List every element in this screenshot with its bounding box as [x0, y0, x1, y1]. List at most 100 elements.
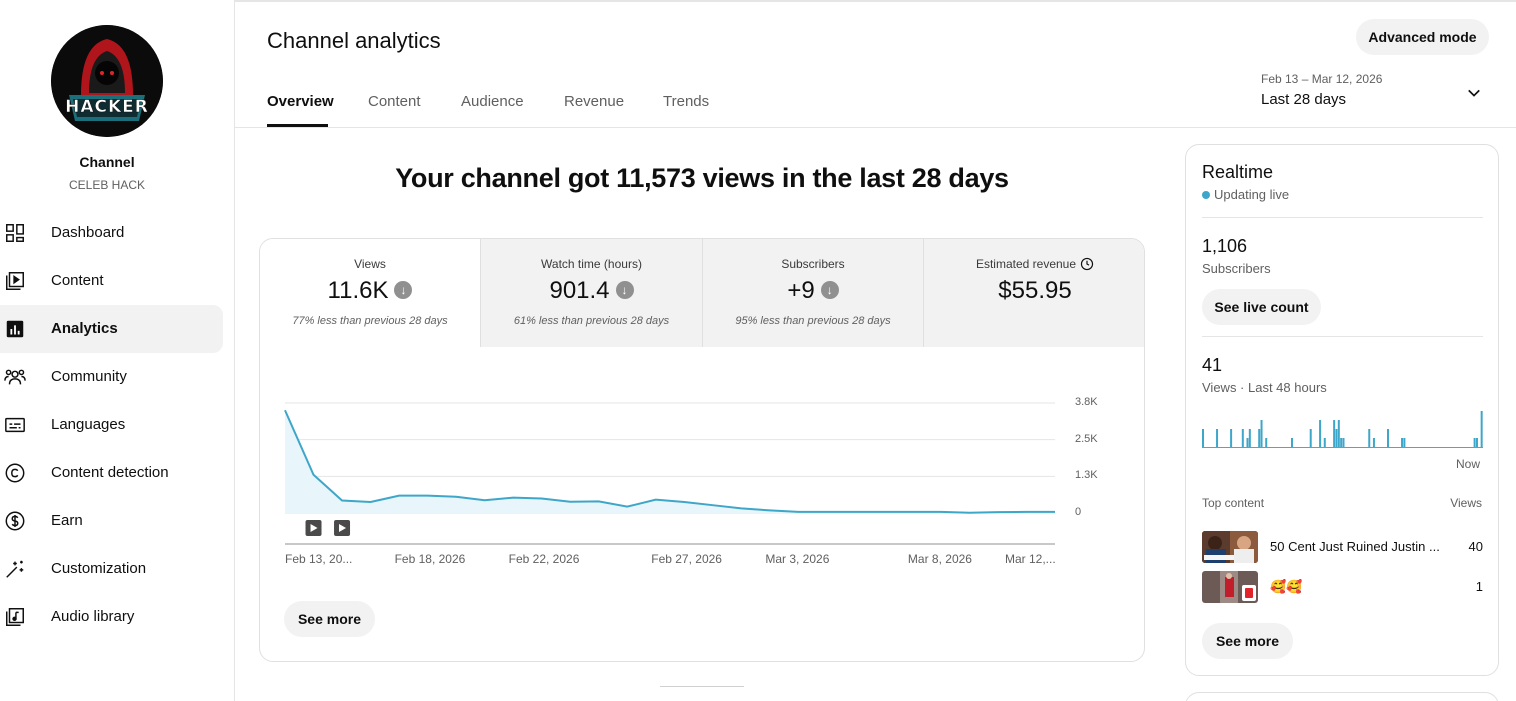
realtime-subscribers-label: Subscribers	[1202, 261, 1271, 276]
x-tick-label: Feb 22, 2026	[508, 552, 580, 566]
realtime-card: Realtime Updating live 1,106 Subscribers…	[1185, 144, 1499, 676]
views-chart[interactable]	[260, 347, 1145, 547]
sidebar-item-languages[interactable]: Languages	[0, 401, 235, 449]
avatar-logo-text: HACKER	[65, 97, 149, 118]
sidebar-item-label: Content	[51, 272, 104, 289]
realtime-bar	[1246, 438, 1249, 447]
realtime-bar	[1265, 438, 1268, 447]
divider	[1202, 336, 1483, 337]
sidebar-item-content-detection[interactable]: Content detection	[0, 449, 235, 497]
sidebar-item-label: Customization	[51, 560, 147, 577]
divider	[1202, 217, 1483, 218]
realtime-bar	[1340, 438, 1343, 447]
realtime-bar	[1260, 420, 1263, 447]
metric-value: +9	[787, 277, 815, 304]
advanced-mode-button[interactable]: Advanced mode	[1356, 19, 1489, 55]
metric-value-row: 11.6K ↓	[260, 277, 480, 305]
analytics-icon	[6, 320, 24, 338]
see-more-button[interactable]: See more	[284, 601, 375, 637]
metric-estimated-revenue[interactable]: Estimated revenue $55.95	[924, 239, 1144, 347]
x-tick-label: Mar 3, 2026	[765, 552, 830, 566]
realtime-bar	[1401, 438, 1404, 447]
sidebar-item-label: Analytics	[51, 320, 118, 337]
content-icon	[6, 272, 24, 290]
channel-title: Channel	[79, 154, 135, 170]
metric-comparison: 61% less than previous 28 days	[513, 315, 670, 327]
sidebar-item-content[interactable]: Content	[0, 257, 235, 305]
top-content-item[interactable]: 50 Cent Just Ruined Justin ... 40	[1202, 531, 1483, 563]
y-tick-label: 2.5K	[1075, 432, 1098, 445]
page-title: Channel analytics	[267, 28, 441, 53]
copyright-icon	[5, 463, 25, 483]
views-line	[284, 409, 1055, 514]
realtime-bar	[1309, 429, 1312, 447]
realtime-bar	[1290, 438, 1293, 447]
sidebar-item-analytics[interactable]: Analytics	[0, 305, 235, 353]
sidebar-item-label: Audio library	[51, 608, 135, 625]
hacker-logo-image	[51, 25, 163, 137]
arrow-down-icon: ↓	[394, 281, 413, 299]
date-preset-text[interactable]: Last 28 days	[1261, 91, 1347, 108]
realtime-see-more-button[interactable]: See more	[1202, 623, 1293, 659]
realtime-bar	[1368, 429, 1371, 447]
realtime-bar	[1342, 438, 1345, 447]
magic-wand-icon	[6, 560, 24, 578]
metric-label-row: Estimated revenue	[924, 257, 1144, 271]
metric-value: $55.95	[998, 277, 1072, 304]
sidebar-item-label: Earn	[51, 512, 83, 529]
tab-audience[interactable]: Audience	[461, 93, 524, 110]
top-content-title: 50 Cent Just Ruined Justin ...	[1270, 539, 1440, 554]
channel-avatar[interactable]: HACKER	[51, 25, 163, 137]
top-content-item[interactable]: 🥰🥰 1	[1202, 571, 1483, 603]
realtime-bar	[1475, 438, 1478, 447]
x-tick-label: Mar 8, 2026	[907, 552, 972, 566]
bottom-divider	[660, 686, 744, 687]
active-highlight	[0, 305, 223, 353]
channel-name: CELEB HACK	[68, 178, 146, 192]
metric-subscribers[interactable]: Subscribers +9 ↓ 95% less than previous 2…	[703, 239, 924, 347]
realtime-bar	[1202, 429, 1204, 447]
realtime-bar	[1230, 429, 1233, 447]
realtime-bar	[1480, 411, 1483, 447]
video-marker-icon[interactable]	[334, 520, 351, 536]
secondary-card	[1185, 692, 1499, 701]
tab-overview[interactable]: Overview	[267, 93, 334, 110]
sidebar-item-customization[interactable]: Customization	[0, 545, 235, 593]
tab-trends[interactable]: Trends	[663, 93, 710, 110]
metric-label: Subscribers	[781, 257, 845, 271]
realtime-bar	[1403, 438, 1406, 447]
tab-content[interactable]: Content	[368, 93, 421, 110]
realtime-status: Updating live	[1202, 187, 1289, 202]
metric-comparison: 77% less than previous 28 days	[292, 315, 448, 327]
sidebar-item-dashboard[interactable]: Dashboard	[0, 209, 235, 257]
video-marker-icon[interactable]	[305, 520, 322, 536]
top-content-title: 🥰🥰	[1270, 579, 1303, 594]
date-range-text[interactable]: Feb 13 – Mar 12, 2026	[1261, 72, 1383, 86]
sidebar-item-audio-library[interactable]: Audio library	[0, 593, 235, 641]
realtime-subscribers-value: 1,106	[1202, 236, 1248, 256]
header-divider	[235, 127, 1516, 128]
realtime-views-value: 41	[1202, 355, 1223, 375]
sidebar-item-community[interactable]: Community	[0, 353, 235, 401]
realtime-bar	[1335, 429, 1338, 447]
metric-value: 11.6K	[327, 277, 389, 304]
video-thumbnail-image	[1202, 531, 1258, 563]
x-tick-label: Feb 27, 2026	[651, 552, 722, 566]
sidebar-item-label: Dashboard	[51, 224, 125, 241]
overview-card: Views 11.6K ↓ 77% less than previous 28 d…	[259, 238, 1145, 662]
realtime-now-label: Now	[1456, 457, 1481, 471]
tab-revenue[interactable]: Revenue	[564, 93, 625, 110]
metric-views[interactable]: Views 11.6K ↓ 77% less than previous 28 d…	[260, 239, 481, 347]
sidebar-item-label: Content detection	[51, 464, 169, 481]
metric-watch-time[interactable]: Watch time (hours) 901.4 ↓ 61% less than …	[481, 239, 703, 347]
chevron-down-icon[interactable]	[1465, 84, 1483, 102]
realtime-bar	[1241, 429, 1244, 447]
metric-value: 901.4	[549, 277, 610, 304]
realtime-views-bar-chart[interactable]	[1202, 405, 1483, 449]
sidebar-item-earn[interactable]: Earn	[0, 497, 235, 545]
realtime-bar	[1323, 438, 1326, 447]
arrow-down-icon: ↓	[820, 281, 839, 299]
realtime-bar	[1216, 429, 1219, 447]
see-live-count-button[interactable]: See live count	[1202, 289, 1321, 325]
realtime-bar	[1473, 438, 1476, 447]
